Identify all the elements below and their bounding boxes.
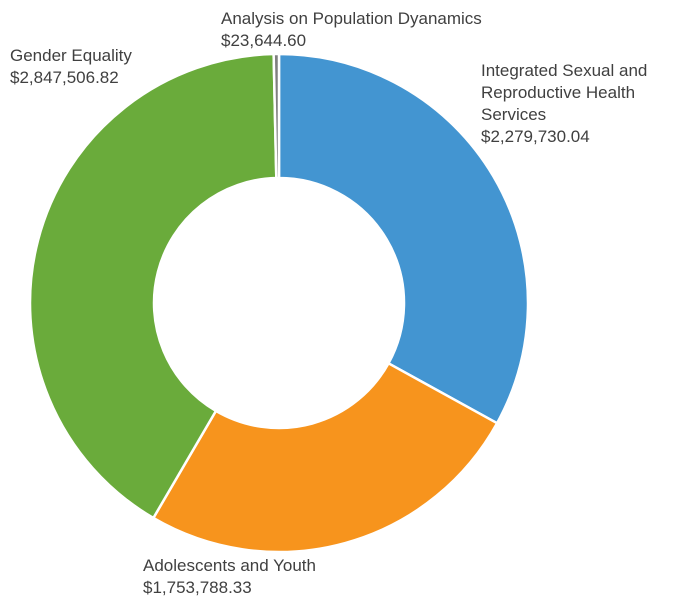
value-label: $1,753,788.33 xyxy=(143,578,252,597)
slice-integrated-srh xyxy=(277,52,530,425)
category-label-line: Gender Equality xyxy=(10,46,132,65)
category-label-line: Services xyxy=(481,105,547,124)
data-label-integrated-srh: Integrated Sexual and Reproductive Healt… xyxy=(481,60,647,148)
slice-adolescents-youth xyxy=(152,362,499,554)
slice-population-dynamics xyxy=(272,52,281,180)
category-label-line: Analysis on Population Dyanamics xyxy=(221,9,482,28)
data-label-population-dynamics: Analysis on Population Dyanamics $23,644… xyxy=(221,8,482,52)
data-label-adolescents-youth: Adolescents and Youth $1,753,788.33 xyxy=(143,555,316,599)
value-label: $23,644.60 xyxy=(221,31,307,50)
value-label: $2,279,730.04 xyxy=(481,127,590,146)
data-label-gender-equality: Gender Equality $2,847,506.82 xyxy=(10,45,132,89)
slice-gender-equality xyxy=(28,52,278,520)
category-label-line: Reproductive Health xyxy=(481,83,636,102)
category-label-line: Integrated Sexual and xyxy=(481,61,648,80)
value-label: $2,847,506.82 xyxy=(10,68,119,87)
category-label-line: Adolescents and Youth xyxy=(143,556,316,575)
